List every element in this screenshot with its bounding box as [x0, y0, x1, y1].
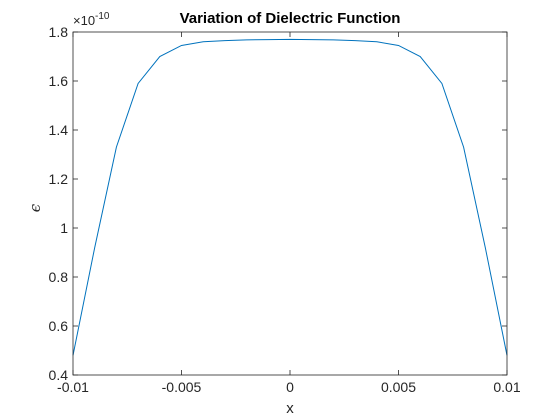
y-tick-label: 0.8 — [49, 269, 69, 285]
series-line — [72, 38, 508, 356]
plot-area — [73, 32, 507, 375]
tick-labels: -0.01 -0.005 0 0.005 0.01 0.4 0.6 0.8 1 1.2 1.4 1.6… — [49, 24, 521, 395]
y-tick-label: 0.6 — [49, 318, 69, 334]
x-tick-label: -0.01 — [57, 379, 89, 395]
y-tick-label: 0.4 — [49, 367, 69, 383]
axes-box — [72, 31, 508, 376]
x-axis-label: x — [286, 400, 294, 417]
x-tick-label: 0.005 — [381, 379, 416, 395]
y-exponent-base: ×10 — [73, 13, 95, 28]
y-axis-label: ϵ — [26, 203, 44, 212]
y-tick-label: 1.2 — [49, 171, 69, 187]
x-tick-label: 0.01 — [493, 379, 520, 395]
y-exponent-power: -10 — [95, 11, 110, 22]
y-tick-label: 1.8 — [49, 24, 69, 40]
x-tick-label: -0.005 — [162, 379, 202, 395]
y-tick-label: 1.4 — [49, 122, 69, 138]
y-tick-label: 1 — [60, 220, 68, 236]
y-tick-label: 1.6 — [49, 73, 69, 89]
x-tick-label: 0 — [286, 379, 294, 395]
chart-title: Variation of Dielectric Function — [180, 10, 401, 27]
